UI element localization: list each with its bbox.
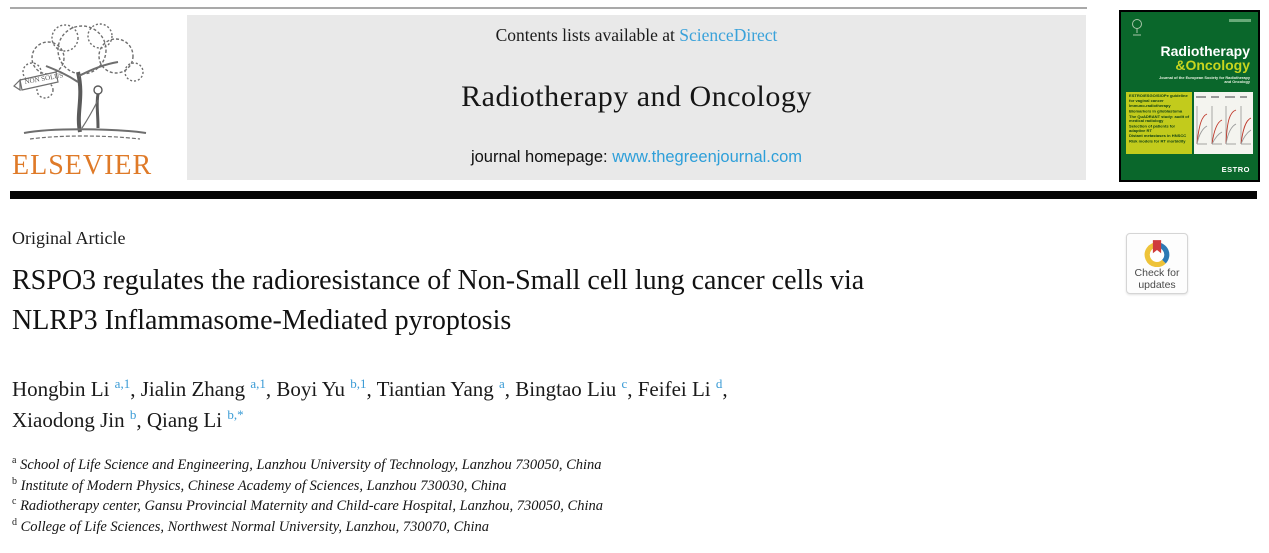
article-title: RSPO3 regulates the radioresistance of N… — [12, 261, 1107, 341]
author: Qiang Li b,* — [146, 407, 244, 432]
cover-title-line1: Radiotherapy — [1160, 43, 1250, 59]
journal-title: Radiotherapy and Oncology — [461, 80, 812, 113]
contents-prefix: Contents lists available at — [495, 25, 680, 45]
cover-body: ESTRO/ESGO/SIOPe guideline for vaginal c… — [1126, 92, 1253, 154]
cover-toc-line: ESTRO/ESGO/SIOPe guideline for vaginal c… — [1129, 93, 1188, 103]
author-superscript: a,1 — [114, 376, 131, 391]
homepage-line: journal homepage: www.thegreenjournal.co… — [471, 148, 802, 167]
homepage-link[interactable]: www.thegreenjournal.com — [612, 148, 803, 166]
cover-mini-chart — [1239, 96, 1251, 145]
author-superscript: a — [499, 376, 505, 391]
article-title-line1: RSPO3 regulates the radioresistance of N… — [12, 265, 865, 296]
author: Tiantian Yang a — [376, 376, 505, 401]
author: Feifei Li d — [637, 376, 723, 401]
journal-header-box: Contents lists available at ScienceDirec… — [187, 15, 1086, 180]
author: Boyi Yu b,1 — [276, 376, 367, 401]
author-superscript: b,1 — [350, 376, 367, 391]
cover-mini-chart — [1210, 96, 1222, 145]
author: Xiaodong Jin b — [12, 407, 137, 432]
article-title-line2: NLRP3 Inflammasome-Mediated pyroptosis — [12, 305, 512, 336]
top-divider — [10, 7, 1087, 9]
cover-elsevier-emblem-icon — [1132, 19, 1142, 36]
cover-toc-line: Distant metastases in HNSCC — [1129, 133, 1187, 139]
cover-toc-line: Risk models for RT morbidity — [1129, 138, 1186, 144]
author-list: Hongbin Li a,1, Jialin Zhang a,1, Boyi Y… — [12, 376, 728, 432]
cover-titles: Radiotherapy &Oncology — [1161, 44, 1250, 73]
author-superscript: b,* — [227, 407, 244, 422]
author-superscript: d — [715, 376, 723, 391]
check-for-updates-badge[interactable]: Check for updates — [1126, 233, 1188, 294]
elsevier-tree-logo: NON SOLUS — [13, 23, 147, 140]
cover-toc-line: Immuno-radiotherapy — [1129, 103, 1171, 109]
cover-subtitle: Journal of the European Society for Radi… — [1159, 76, 1250, 85]
affiliation: a School of Life Science and Engineering… — [12, 455, 602, 473]
author-superscript: c — [621, 376, 628, 391]
elsevier-logo: NON SOLUS ELSEVIER — [10, 20, 160, 182]
cover-toc-line: Selection of patients for adaptive RT — [1129, 123, 1176, 134]
elsevier-wordmark: ELSEVIER — [12, 150, 153, 181]
author-superscript: a,1 — [250, 376, 266, 391]
badge-text-line2: updates — [1138, 278, 1176, 291]
cover-toc-box: ESTRO/ESGO/SIOPe guideline for vaginal c… — [1126, 92, 1192, 154]
homepage-prefix: journal homepage: — [470, 148, 613, 166]
author: Hongbin Li a,1 — [12, 376, 131, 401]
cover-issn-mark — [1229, 19, 1251, 22]
author: Jialin Zhang a,1 — [140, 376, 266, 401]
sciencedirect-link[interactable]: ScienceDirect — [679, 25, 778, 45]
cover-title-line2: &Oncology — [1175, 57, 1250, 74]
affiliation: c Radiotherapy center, Gansu Provincial … — [12, 496, 603, 514]
affiliation: b Institute of Modern Physics, Chinese A… — [12, 475, 507, 494]
cover-mini-chart — [1196, 96, 1208, 145]
journal-cover-thumbnail[interactable]: Radiotherapy &Oncology Journal of the Eu… — [1119, 10, 1260, 182]
contents-line: Contents lists available at ScienceDirec… — [496, 25, 778, 46]
cover-estro-logo: ESTRO — [1221, 165, 1250, 174]
cover-charts-panel — [1194, 92, 1253, 154]
affiliation-list: a School of Life Science and Engineering… — [12, 455, 912, 537]
crossmark-icon — [1144, 240, 1170, 267]
cover-toc-line: Biomarkers in glioblastoma — [1129, 108, 1183, 114]
author: Bingtao Liu c — [515, 376, 628, 401]
affiliation: d College of Life Sciences, Northwest No… — [12, 516, 490, 535]
cover-mini-chart — [1225, 96, 1237, 145]
badge-text: Check for updates — [1134, 267, 1180, 291]
header-divider-bar — [10, 191, 1257, 199]
cover-toc-line: The QuADRANT study: audit of medical rad… — [1129, 113, 1190, 124]
author-superscript: b — [129, 407, 137, 422]
badge-text-line1: Check for — [1134, 267, 1180, 279]
article-type-label: Original Article — [12, 228, 126, 248]
cover-toc-lines: ESTRO/ESGO/SIOPe guideline for vaginal c… — [1129, 94, 1191, 144]
